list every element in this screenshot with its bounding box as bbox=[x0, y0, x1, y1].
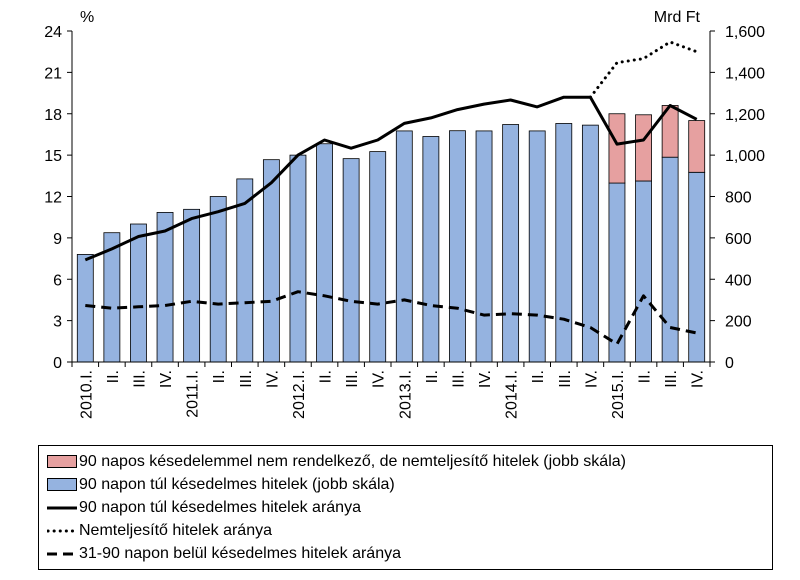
right-tick-label: 600 bbox=[725, 231, 752, 248]
right-tick-label: 1,200 bbox=[725, 107, 765, 124]
axes-layer: 24 21 18 15 12 9 6 3 0 1,600 1,400 1,200 1,000 800 600… bbox=[44, 9, 765, 419]
bar-over-90-days bbox=[76, 254, 94, 363]
bar-non-performing-not-overdue bbox=[635, 114, 652, 182]
bar-over-90-days bbox=[262, 159, 280, 363]
x-tick-label: IV. bbox=[264, 370, 281, 388]
x-tick-label: 2013.I. bbox=[397, 370, 414, 419]
x-tick-label: 2015.I. bbox=[610, 370, 627, 419]
legend-item-non-performing-not-overdue: 90 napos késedelemmel nem rendelkező, de… bbox=[47, 450, 772, 473]
bar-over-90-days bbox=[688, 171, 706, 363]
x-tick-label: IV. bbox=[477, 370, 494, 388]
bar-over-90-days bbox=[449, 130, 466, 363]
chart: 24 21 18 15 12 9 6 3 0 1,600 1,400 1,200 1,000 800 600… bbox=[44, 9, 765, 419]
right-tick-label: 1,400 bbox=[725, 65, 765, 82]
legend-item-solid-line: 90 napon túl késedelmes hitelek aránya bbox=[47, 496, 772, 519]
right-tick-label: 200 bbox=[725, 314, 752, 331]
left-axis-unit: % bbox=[80, 9, 94, 26]
bar-over-90-days bbox=[289, 154, 307, 363]
legend-swatch-pink bbox=[47, 455, 77, 468]
legend: 90 napos késedelemmel nem rendelkező, de… bbox=[38, 445, 773, 570]
x-tick-label: 2011.I. bbox=[185, 370, 202, 418]
bar-non-performing-not-overdue bbox=[608, 113, 626, 184]
left-tick-label: 12 bbox=[44, 190, 62, 207]
line-series-solid bbox=[84, 95, 698, 262]
bar-over-90-days bbox=[555, 123, 573, 363]
bar-over-90-days bbox=[183, 208, 201, 363]
x-tick-label: III. bbox=[344, 370, 361, 388]
legend-swatch-dashed-line bbox=[47, 547, 77, 561]
left-tick-label: 24 bbox=[44, 24, 62, 41]
legend-label: 90 napos késedelemmel nem rendelkező, de… bbox=[79, 452, 626, 470]
bar-over-90-days bbox=[635, 180, 652, 363]
legend-swatch-dotted-line bbox=[47, 524, 77, 538]
x-tick-label: 2014.I. bbox=[504, 370, 521, 419]
legend-label: 90 napon túl késedelmes hitelek (jobb sk… bbox=[79, 475, 395, 493]
left-tick-label: 21 bbox=[44, 65, 62, 82]
x-tick-label: III. bbox=[557, 370, 574, 388]
x-tick-label: IV. bbox=[158, 370, 175, 388]
x-tick-label: 2012.I. bbox=[291, 370, 308, 419]
line-series-dotted bbox=[588, 40, 699, 99]
left-tick-label: 18 bbox=[44, 107, 62, 124]
right-tick-label: 0 bbox=[725, 355, 734, 372]
x-tick-label: IV. bbox=[583, 370, 600, 388]
bar-over-90-days bbox=[475, 130, 493, 363]
right-tick-label: 800 bbox=[725, 190, 752, 207]
x-tick-label: IV. bbox=[371, 370, 388, 388]
bar-over-90-days bbox=[528, 130, 546, 363]
x-tick-label: II. bbox=[424, 370, 441, 383]
legend-item-over-90-days: 90 napon túl késedelmes hitelek (jobb sk… bbox=[47, 473, 772, 496]
bar-over-90-days bbox=[581, 124, 599, 363]
bar-over-90-days bbox=[422, 136, 440, 363]
bar-over-90-days bbox=[608, 182, 626, 363]
left-tick-label: 15 bbox=[44, 148, 62, 165]
x-tick-label: III. bbox=[238, 370, 255, 388]
bar-over-90-days bbox=[316, 143, 333, 363]
x-tick-label: II. bbox=[637, 370, 654, 383]
x-tick-label: II. bbox=[318, 370, 335, 383]
x-tick-label: 2010.I. bbox=[78, 370, 95, 419]
x-tick-label: III. bbox=[450, 370, 467, 388]
right-tick-label: 1,000 bbox=[725, 148, 765, 165]
x-tick-label: II. bbox=[211, 370, 228, 383]
legend-label: 90 napon túl késedelmes hitelek aránya bbox=[79, 498, 361, 516]
bar-non-performing-not-overdue bbox=[688, 120, 706, 173]
bar-over-90-days bbox=[661, 156, 679, 363]
right-tick-label: 1,600 bbox=[725, 24, 765, 41]
left-tick-label: 9 bbox=[53, 231, 62, 248]
bar-over-90-days bbox=[395, 130, 413, 363]
bar-over-90-days bbox=[342, 158, 360, 363]
left-tick-label: 3 bbox=[53, 314, 62, 331]
legend-swatch-blue bbox=[47, 478, 77, 491]
x-tick-label: III. bbox=[663, 370, 680, 388]
right-tick-label: 400 bbox=[725, 272, 752, 289]
legend-swatch-solid-line bbox=[47, 501, 77, 515]
bar-over-90-days bbox=[130, 223, 147, 363]
bar-over-90-days bbox=[502, 124, 520, 363]
left-tick-label: 6 bbox=[53, 272, 62, 289]
x-tick-label: II. bbox=[105, 370, 122, 383]
x-tick-label: IV. bbox=[690, 370, 707, 388]
legend-item-dashed-line: 31-90 napon belül késedelmes hitelek ará… bbox=[47, 542, 772, 565]
bar-over-90-days bbox=[156, 212, 174, 363]
left-tick-label: 0 bbox=[53, 355, 62, 372]
bar-over-90-days bbox=[209, 196, 227, 363]
lines-layer bbox=[84, 40, 699, 346]
right-axis-unit: Mrd Ft bbox=[654, 9, 701, 26]
line-series-dashed bbox=[85, 290, 698, 346]
x-tick-label: II. bbox=[530, 370, 547, 383]
bar-over-90-days bbox=[369, 151, 387, 363]
legend-label: 31-90 napon belül késedelmes hitelek ará… bbox=[79, 544, 401, 562]
legend-item-dotted-line: Nemteljesítő hitelek aránya bbox=[47, 519, 772, 542]
x-tick-label: III. bbox=[131, 370, 148, 388]
legend-label: Nemteljesítő hitelek aránya bbox=[79, 521, 272, 539]
bars-layer bbox=[76, 105, 706, 363]
